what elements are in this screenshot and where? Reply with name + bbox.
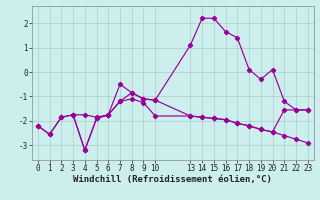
X-axis label: Windchill (Refroidissement éolien,°C): Windchill (Refroidissement éolien,°C) [73, 175, 272, 184]
